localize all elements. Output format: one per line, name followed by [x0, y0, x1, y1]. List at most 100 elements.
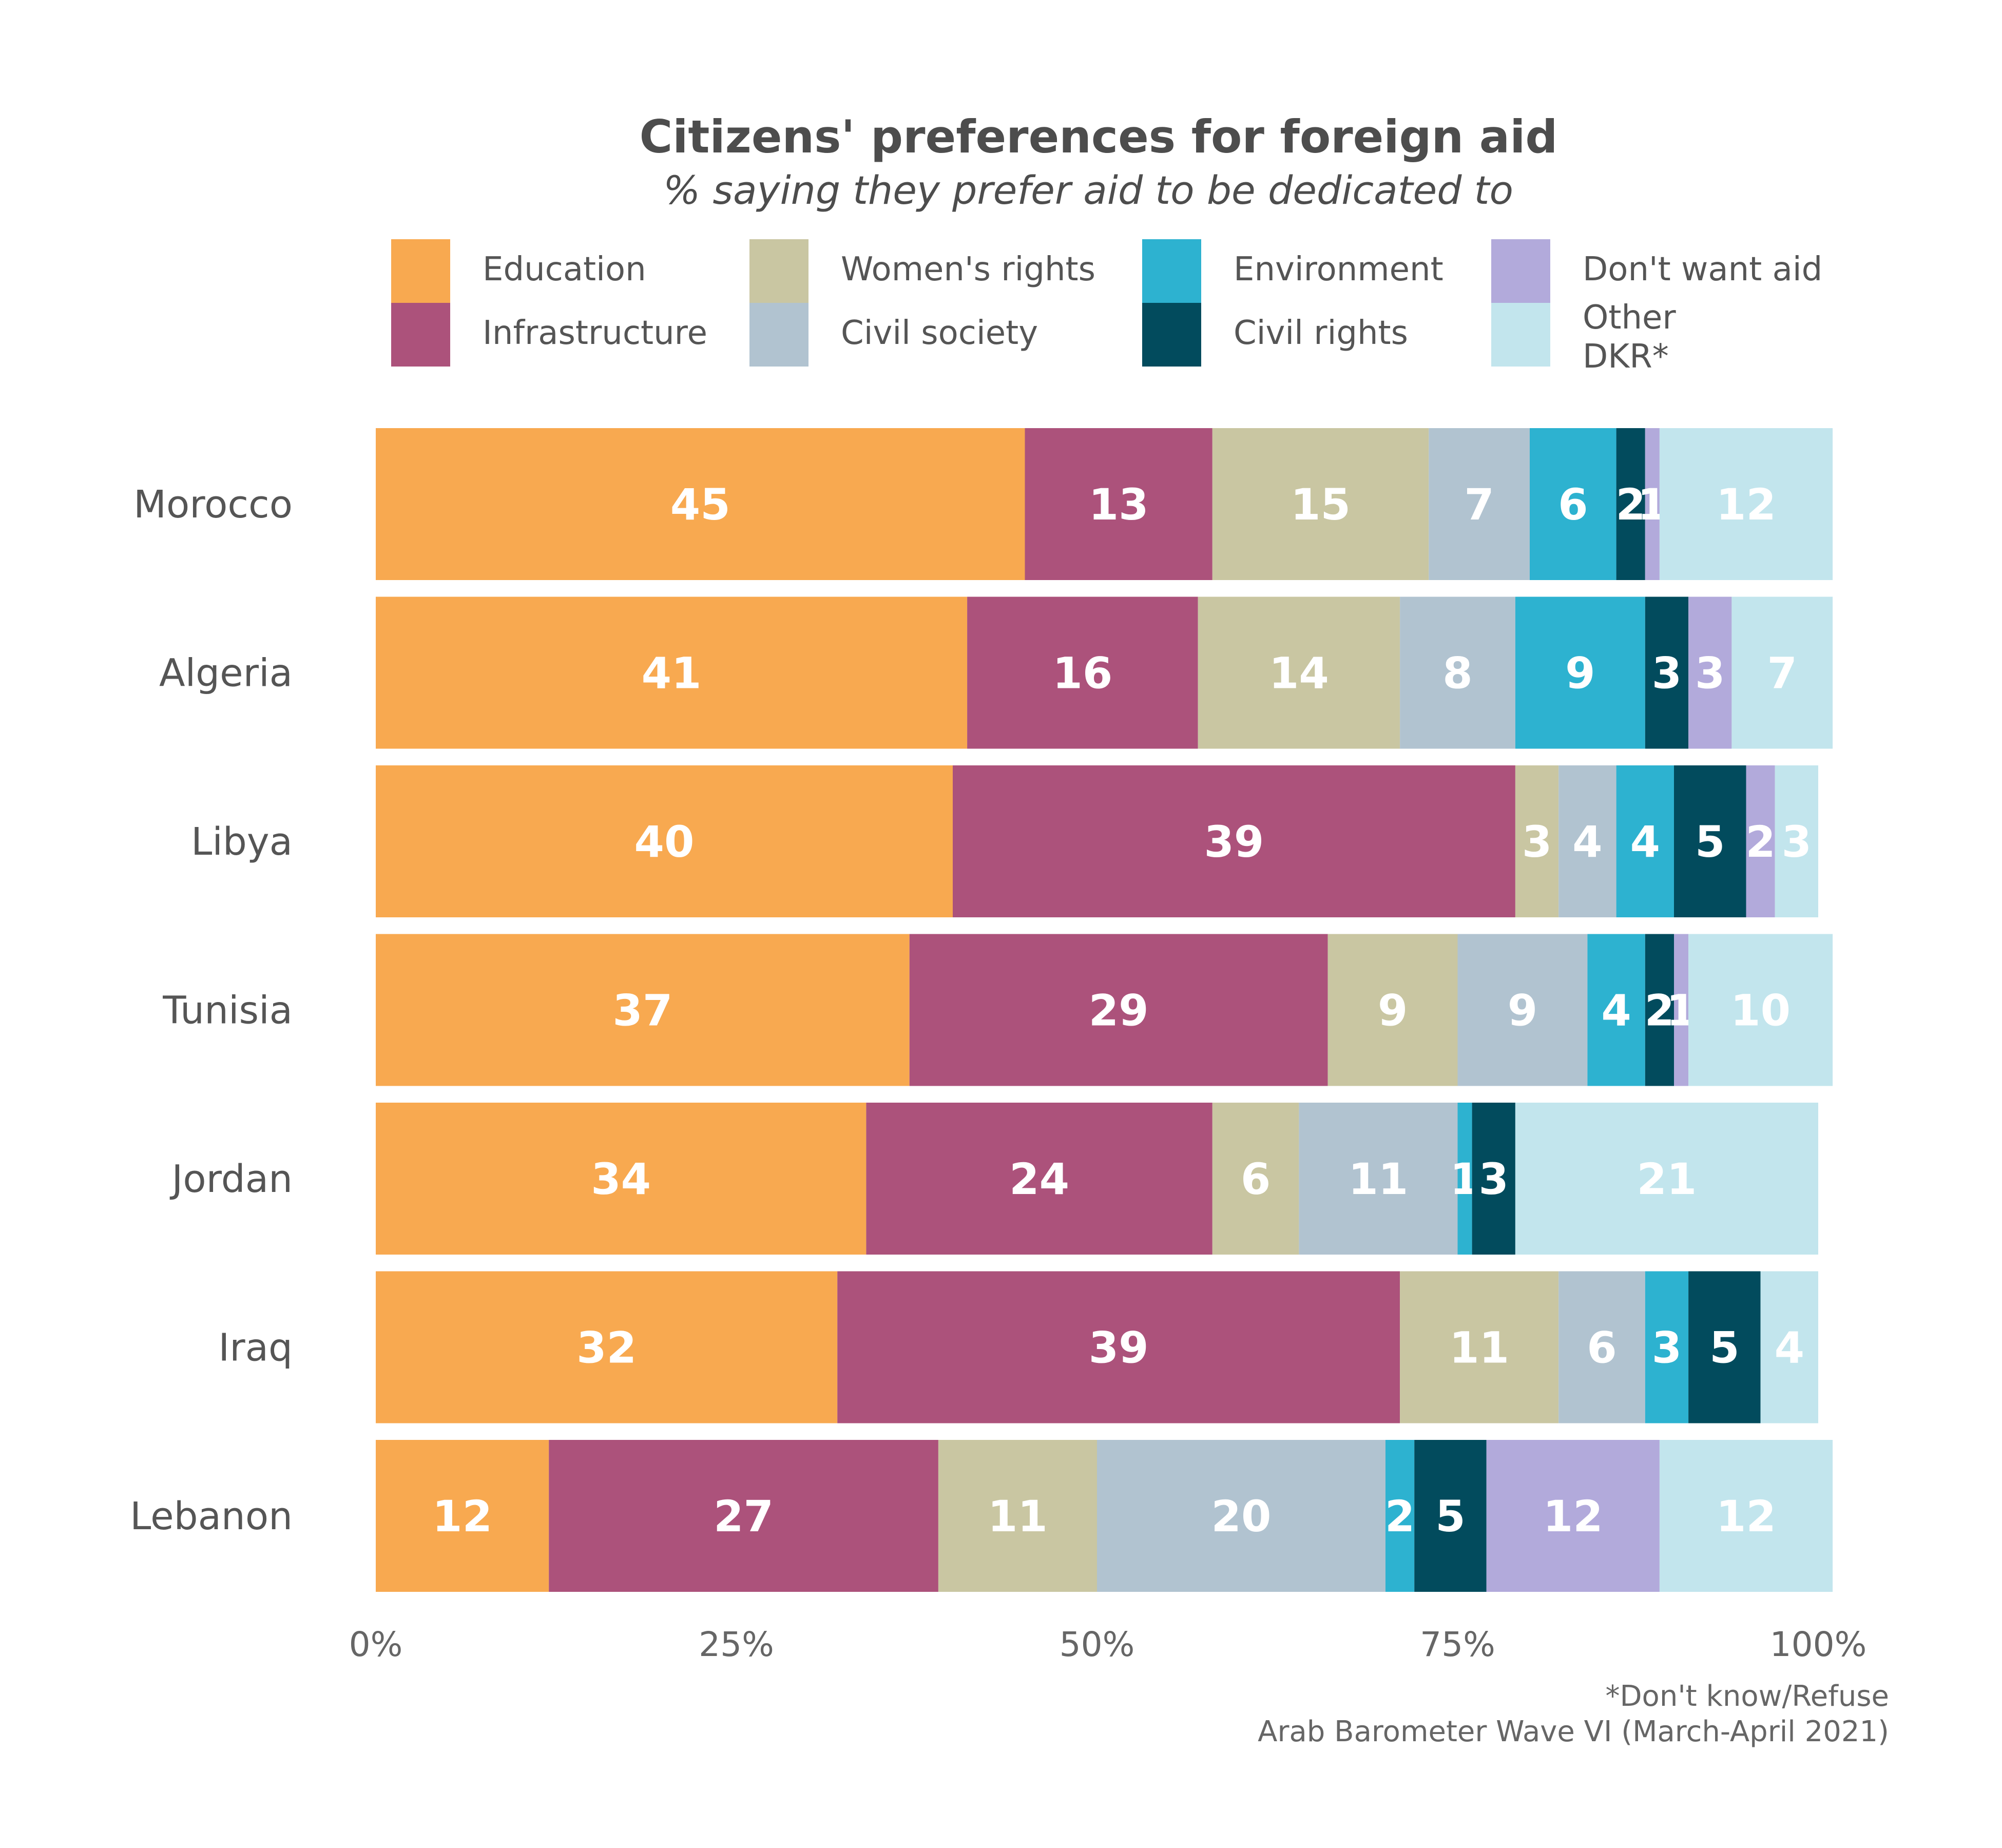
- bar-segment-other-dkr: [1688, 934, 1833, 1086]
- legend-label: Infrastructure: [483, 314, 707, 352]
- data-label: 34: [591, 1154, 651, 1204]
- data-label: 2: [1745, 817, 1775, 867]
- data-label: 6: [1558, 479, 1588, 530]
- bar-segment-civil-society: [1400, 596, 1515, 749]
- data-label: 3: [1652, 648, 1682, 699]
- data-label: 45: [670, 479, 730, 530]
- legend-label: Education: [483, 251, 646, 288]
- data-label: 14: [1269, 648, 1329, 699]
- category-label-tunisia: Tunisia: [162, 989, 293, 1033]
- bar-segment-women-s-rights: [1212, 1103, 1299, 1255]
- data-label: 4: [1775, 1323, 1804, 1373]
- data-label: 24: [1009, 1154, 1069, 1204]
- data-label: 12: [1716, 479, 1776, 530]
- bar-segment-other-dkr: [1659, 1440, 1833, 1592]
- data-label: 5: [1435, 1491, 1465, 1542]
- legend-label: Environment: [1234, 251, 1443, 288]
- bar-segment-other-dkr: [1515, 1103, 1818, 1255]
- bar-segment-civil-rights: [1414, 1440, 1487, 1592]
- data-label: 8: [1442, 648, 1472, 699]
- bar-row-morocco: 45 13 15 7 6 21 12: [376, 428, 1833, 580]
- data-label: 11: [1348, 1154, 1408, 1204]
- bar-segment-education: [376, 1440, 549, 1592]
- legend-item-environment: Environment: [1142, 239, 1443, 303]
- legend-swatch: [749, 239, 808, 303]
- x-tick-label: 25%: [699, 1625, 774, 1664]
- data-label: 10: [1730, 986, 1791, 1036]
- bar-segment-don-t-want-aid: [1688, 596, 1732, 749]
- legend-item-women-s-rights: Women's rights: [749, 239, 1095, 303]
- bar-segment-civil-society: [1457, 934, 1588, 1086]
- data-label: 39: [1089, 1323, 1149, 1373]
- bar-segment-civil-rights: [1472, 1103, 1515, 1255]
- data-label: 4: [1630, 817, 1660, 867]
- data-label: 12: [432, 1491, 492, 1542]
- bar-segment-women-s-rights: [1400, 1271, 1559, 1423]
- bar-segment-other-dkr: [1659, 428, 1833, 580]
- bar-row-algeria: 41 16 14 8 9 3 3 7: [376, 596, 1833, 749]
- data-label: 29: [1089, 986, 1149, 1036]
- legend-label: Other DKR*: [1583, 299, 1676, 376]
- bar-segment-other-dkr: [1775, 765, 1818, 917]
- legend-item-other-dkr: Other DKR*: [1491, 299, 1676, 376]
- legend-label: Civil society: [841, 314, 1038, 352]
- bar-segment-women-s-rights: [938, 1440, 1097, 1592]
- source-note: Arab Barometer Wave VI (March-April 2021…: [1258, 1715, 1889, 1748]
- bar-segment-women-s-rights: [1515, 765, 1559, 917]
- bar-segment-women-s-rights: [1212, 428, 1429, 580]
- category-label-lebanon: Lebanon: [130, 1494, 293, 1538]
- legend-item-infrastructure: Infrastructure: [391, 303, 707, 367]
- chart-subtitle: % saying they prefer aid to be dedicated…: [663, 167, 1513, 213]
- data-label: 3: [1479, 1154, 1509, 1204]
- legend-swatch: [1142, 239, 1201, 303]
- bar-segment-education: [376, 596, 968, 749]
- bar-segment-environment: [1645, 1271, 1689, 1423]
- bar-segment-infrastructure: [866, 1103, 1212, 1255]
- legend-swatch: [391, 239, 450, 303]
- legend-item-civil-society: Civil society: [749, 303, 1038, 367]
- legend-label: Women's rights: [841, 251, 1095, 288]
- bar-segment-education: [376, 765, 953, 917]
- bar-segment-don-t-want-aid: [1486, 1440, 1660, 1592]
- bar-segment-education: [376, 1103, 867, 1255]
- bar-segment-civil-rights: [1645, 934, 1674, 1086]
- data-label: 2: [1615, 479, 1645, 530]
- legend-swatch: [391, 303, 450, 367]
- data-label: 9: [1565, 648, 1595, 699]
- bar-segment-civil-rights: [1645, 596, 1689, 749]
- data-label: 9: [1508, 986, 1537, 1036]
- legend-swatch: [1491, 239, 1550, 303]
- data-label: 4: [1601, 986, 1631, 1036]
- legend: Education Infrastructure Women's rights Civ…: [391, 239, 1822, 376]
- data-label: 32: [576, 1323, 637, 1373]
- bar-segment-civil-society: [1097, 1440, 1385, 1592]
- bar-segment-civil-rights: [1616, 428, 1645, 580]
- data-label: 3: [1522, 817, 1552, 867]
- bar-segment-environment: [1385, 1440, 1415, 1592]
- legend-swatch: [1142, 303, 1201, 367]
- category-label-jordan: Jordan: [170, 1157, 293, 1201]
- data-label: 4: [1572, 817, 1602, 867]
- data-label: 11: [988, 1491, 1048, 1542]
- bar-segment-women-s-rights: [1198, 596, 1400, 749]
- data-label: 20: [1211, 1491, 1272, 1542]
- data-label: 39: [1204, 817, 1264, 867]
- bar-segment-infrastructure: [1025, 428, 1212, 580]
- data-label: 37: [612, 986, 672, 1036]
- data-label: 11: [1449, 1323, 1509, 1373]
- data-label: 6: [1241, 1154, 1270, 1204]
- category-label-morocco: Morocco: [133, 483, 293, 527]
- bar-row-lebanon: 12 27 11 20 2 5 12 12: [376, 1440, 1833, 1592]
- bar-segment-education: [376, 428, 1025, 580]
- bar-row-tunisia: 37 29 9 9 4 21 10: [376, 934, 1833, 1086]
- bar-segment-education: [376, 1271, 838, 1423]
- data-label: 6: [1587, 1323, 1616, 1373]
- bar-segment-environment: [1515, 596, 1645, 749]
- bar-segment-education: [376, 934, 910, 1086]
- x-tick-label: 50%: [1060, 1625, 1135, 1664]
- data-label: 5: [1709, 1323, 1739, 1373]
- category-label-algeria: Algeria: [159, 651, 293, 696]
- data-label: 3: [1782, 817, 1812, 867]
- bar-segment-other-dkr: [1731, 596, 1833, 749]
